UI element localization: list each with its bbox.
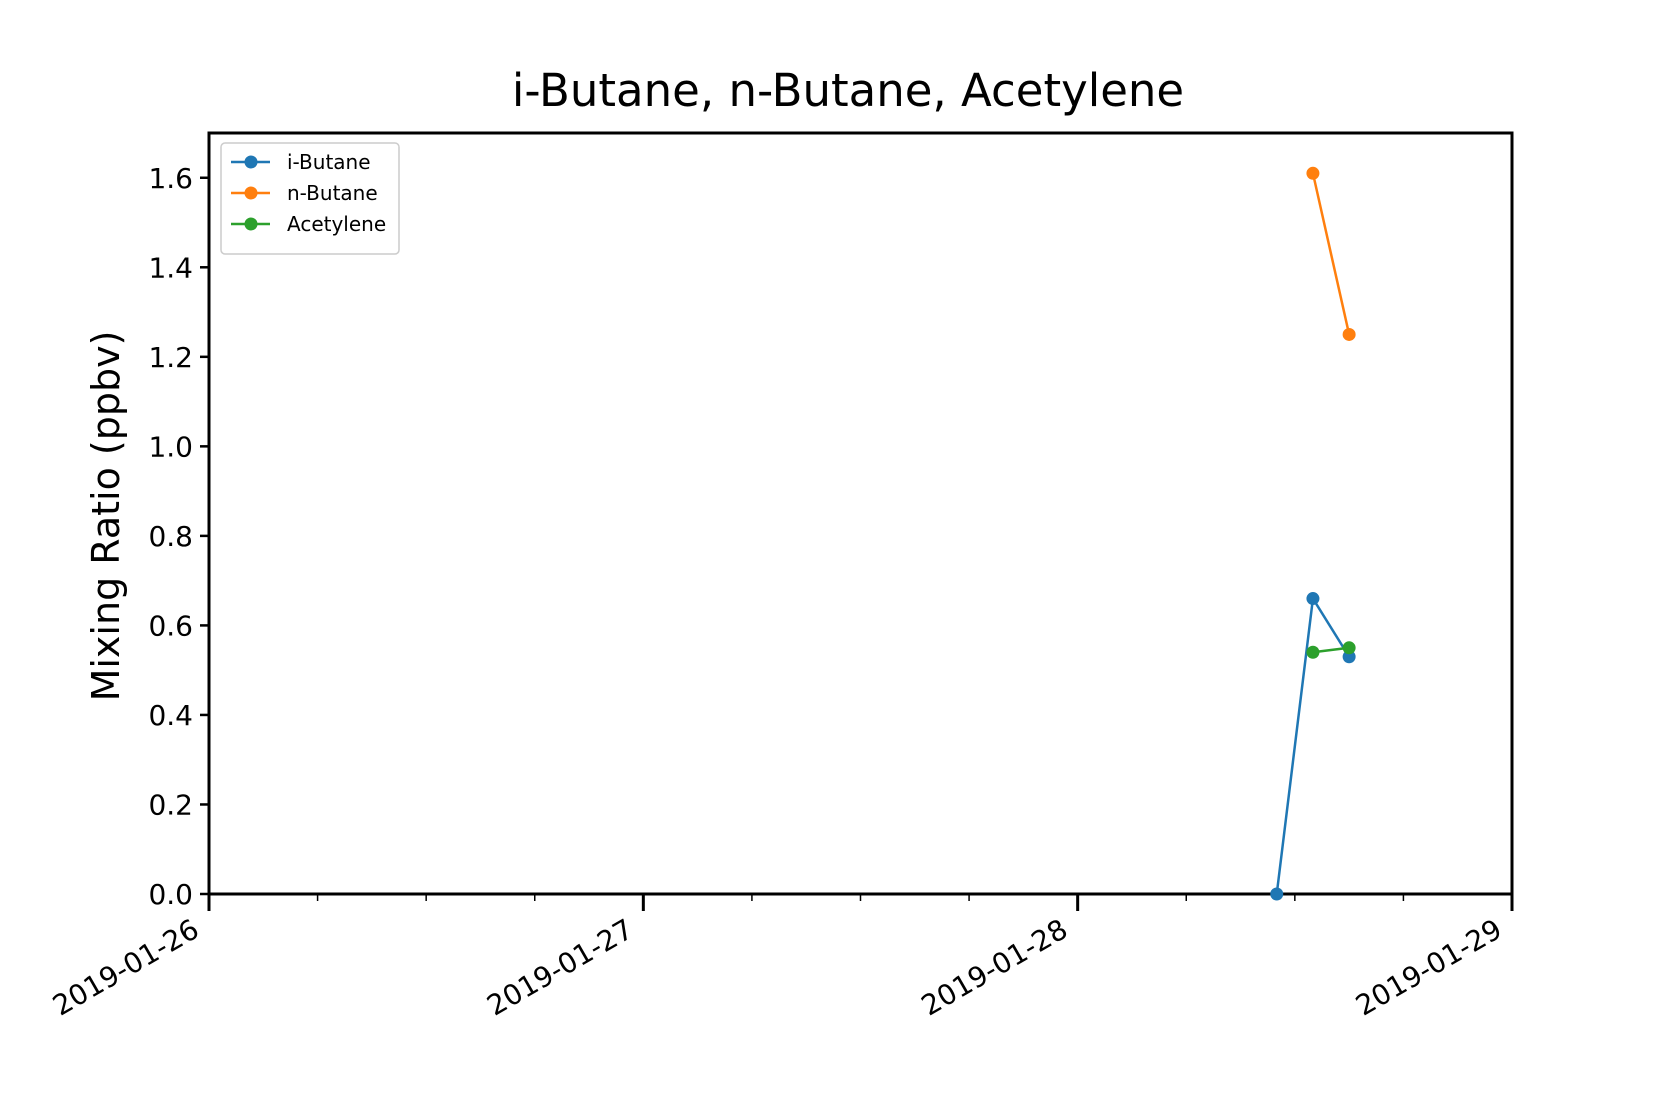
series-line	[1311, 173, 1351, 335]
legend: i-Butane n-Butane Acetylene	[220, 142, 400, 255]
chart-title: i-Butane, n-Butane, Acetylene	[512, 64, 1184, 117]
legend-label: Acetylene	[287, 212, 386, 236]
data-point	[1306, 592, 1320, 606]
data-point	[1342, 641, 1356, 655]
y-tick-label: 1.2	[148, 341, 193, 374]
plot-area: 0.0 0.2 0.4 0.6 0.8 1.0 1.2 1.4 1.6 2019-01-26 201…	[47, 131, 1514, 1022]
y-tick-label: 0.8	[148, 520, 193, 553]
legend-label: n-Butane	[287, 181, 378, 205]
series-acetylene	[1306, 641, 1356, 659]
series-line	[1275, 594, 1351, 895]
legend-marker	[244, 186, 258, 200]
legend-marker	[244, 155, 258, 169]
series-i-butane	[1270, 592, 1356, 901]
y-axis-label: Mixing Ratio (ppbv)	[84, 331, 128, 702]
x-tick-label: 2019-01-29	[1350, 912, 1507, 1022]
series-n-butane	[1306, 166, 1356, 341]
x-tick-label: 2019-01-26	[47, 912, 204, 1022]
data-point	[1342, 327, 1356, 341]
x-tick-label: 2019-01-27	[481, 912, 638, 1022]
plot-frame	[207, 131, 1514, 896]
legend-box	[220, 142, 400, 255]
data-point	[1306, 645, 1320, 659]
y-tick-label: 0.4	[148, 699, 193, 732]
data-point	[1306, 166, 1320, 180]
legend-marker	[244, 217, 258, 231]
data-point	[1270, 887, 1284, 901]
legend-label: i-Butane	[287, 150, 371, 174]
y-tick-label: 1.4	[148, 251, 193, 284]
y-tick-label: 0.0	[148, 878, 193, 911]
data-point	[1342, 650, 1356, 664]
y-tick-label: 1.0	[148, 430, 193, 463]
y-tick-label: 0.6	[148, 609, 193, 642]
y-tick-label: 0.2	[148, 788, 193, 821]
y-tick-label: 1.6	[148, 162, 193, 195]
x-tick-label: 2019-01-28	[916, 912, 1073, 1022]
